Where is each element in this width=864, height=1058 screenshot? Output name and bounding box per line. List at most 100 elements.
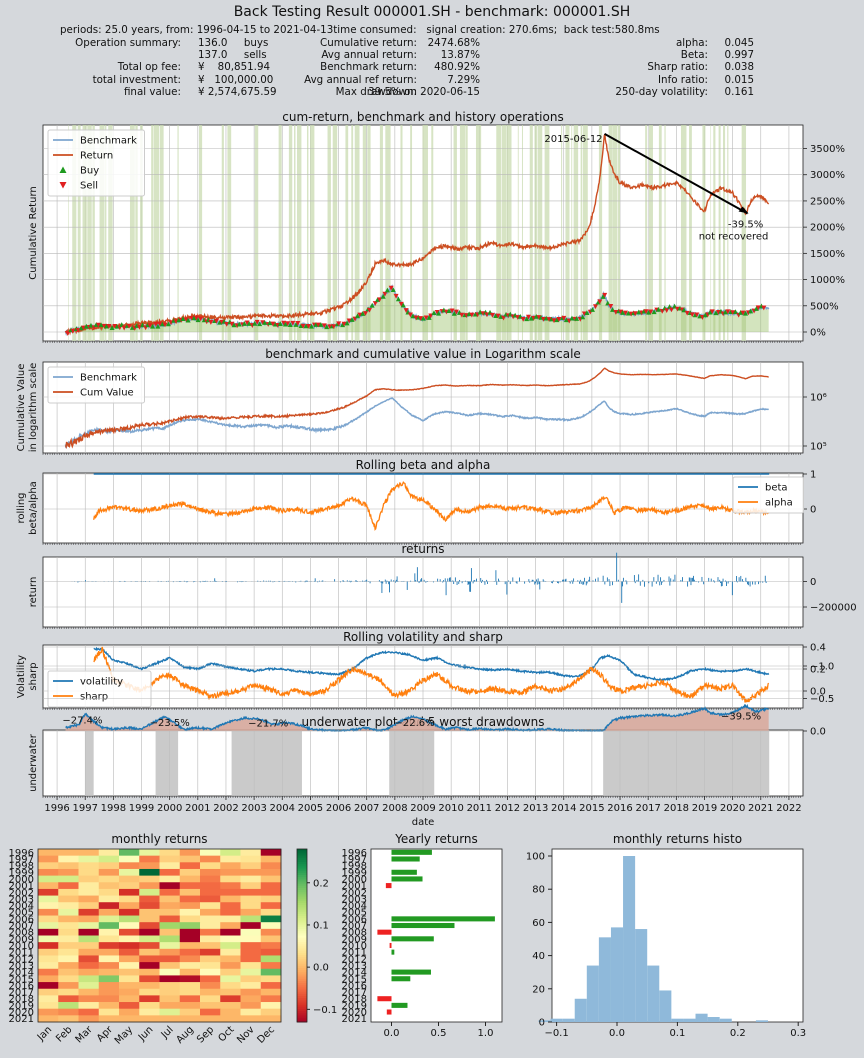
heatmap-cell [220, 902, 241, 910]
heatmap-cell [119, 948, 140, 956]
x-tick-label: 0.5 [431, 1028, 447, 1039]
heatmap-cell [220, 968, 241, 976]
sell-marker [632, 311, 638, 317]
heatmap-cell [200, 882, 221, 890]
yearly-row-label: 2013 [342, 961, 367, 972]
summary-label: Max drawdown: [335, 85, 417, 98]
heatmap-cell [260, 875, 282, 883]
sell-marker [608, 304, 614, 309]
heatmap-row-label: 1998 [9, 861, 34, 872]
buy-marker [252, 320, 258, 326]
buy-marker [390, 287, 396, 293]
heatmap-cell [98, 982, 120, 990]
heatmap-frame [37, 848, 282, 1023]
hold-span [580, 125, 583, 341]
hold-span [501, 125, 507, 341]
heatmap-cell [38, 942, 59, 950]
heatmap-cell [159, 995, 181, 1003]
sell-marker [300, 323, 306, 329]
yearly-row-label: 2004 [342, 901, 367, 912]
heatmap-cell [220, 1008, 241, 1016]
heatmap-cell [119, 1002, 140, 1010]
yearly-row-label: 2001 [342, 881, 367, 892]
y-tick-label: 2500% [810, 196, 845, 207]
heatmap-cell [179, 908, 201, 916]
yearly-bar [377, 996, 392, 1002]
heatmap-cell [220, 862, 241, 870]
colorbar-segment [297, 929, 307, 932]
hold-span [227, 125, 232, 341]
heatmap-cell [98, 942, 120, 950]
sell-marker [121, 325, 127, 331]
sell-marker [495, 313, 501, 319]
heatmap-cell [179, 955, 201, 963]
heatmap-cell [38, 922, 59, 930]
buy-marker [155, 323, 161, 329]
heatmap-cell [159, 908, 181, 916]
heatmap-cell [220, 908, 241, 916]
heatmap-cell [119, 875, 140, 883]
heatmap-cell [159, 988, 181, 996]
yearly-bar [386, 1009, 392, 1015]
x-tick-label: 2022 [776, 803, 801, 814]
histo-bar [538, 1020, 551, 1022]
heatmap-cell [119, 935, 140, 943]
histo-bar [635, 929, 648, 1022]
beta-alpha-panel: Rolling beta and alpha 0 1 rolling beta/alph… [16, 458, 816, 545]
heatmap-cell [78, 1015, 100, 1023]
heatmap-cell [200, 948, 221, 956]
log-legend-box [47, 366, 145, 404]
colorbar-segment [297, 1019, 307, 1023]
heatmap-col-label: Oct [216, 1024, 236, 1044]
x-tick-label: −0.1 [544, 1028, 568, 1039]
summary-value: ¥ 2,574,675.59 [198, 85, 277, 98]
colorbar-segment [297, 1006, 307, 1010]
heatmap-cell [139, 908, 160, 916]
sell-marker [189, 315, 195, 321]
colorbar-segment [297, 933, 307, 936]
y-axis-label: Cumulative Return [28, 186, 39, 279]
buy-marker [733, 309, 739, 314]
sell-marker [198, 316, 204, 322]
buy-marker [384, 287, 390, 293]
sell-marker [526, 314, 532, 320]
buy-marker [185, 317, 191, 323]
heatmap-cell [260, 922, 282, 930]
colorbar-segment [297, 954, 307, 958]
colorbar-segment [297, 877, 307, 880]
buy-marker [159, 321, 165, 327]
heatmap-cell [38, 862, 59, 870]
heatmap-cell [38, 1002, 59, 1010]
y-tick-label: 0.0 [810, 727, 826, 738]
heatmap-col-label: Aug [174, 1024, 196, 1046]
summary-label: alpha: [675, 37, 708, 49]
buy-marker [753, 306, 759, 311]
cum-return-title: cum-return, benchmark and history operat… [282, 110, 563, 124]
heatmap-cell [58, 982, 79, 990]
heatmap-cell [179, 915, 201, 923]
drawdown-label: −27.4% [62, 715, 102, 726]
y-tick-label: 10⁶ [810, 393, 827, 404]
heatmap-cell [240, 888, 262, 896]
buy-marker [308, 323, 314, 329]
yearly-bar [385, 883, 392, 889]
y-tick-label: 80 [532, 885, 545, 896]
heatmap-cell [98, 1008, 120, 1016]
buy-marker [600, 294, 606, 299]
max-drawdown-arrowhead [738, 206, 749, 214]
heatmap-cell [78, 948, 100, 956]
heatmap-row-label: 2006 [9, 914, 34, 925]
heatmap-row-label: 2002 [9, 888, 34, 899]
hold-span [72, 125, 77, 341]
buy-marker [324, 324, 330, 330]
colorbar-segment [297, 1015, 307, 1019]
heatmap-cell [139, 1015, 160, 1023]
sell-marker [295, 321, 301, 326]
heatmap-cell [78, 995, 100, 1003]
colorbar-segment [297, 1013, 307, 1017]
hold-span [521, 125, 523, 341]
heatmap-cell [220, 882, 241, 890]
summary-label: Cumulative return: [320, 37, 417, 49]
yearly-row-label: 2019 [342, 1001, 367, 1012]
